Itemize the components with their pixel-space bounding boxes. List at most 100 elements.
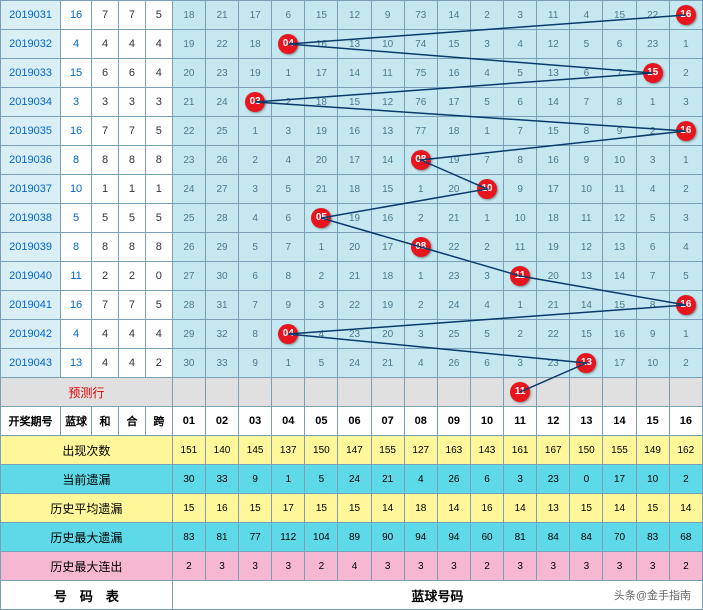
num-cell: 5 — [570, 30, 603, 59]
stat-val: 17 — [272, 494, 305, 523]
hdr-blue: 蓝球 — [61, 407, 92, 436]
stat-val: 24 — [338, 465, 371, 494]
blue-cell: 16 — [61, 1, 92, 30]
num-cell: 14 — [570, 291, 603, 320]
hit-ball: 08 — [411, 237, 431, 257]
num-cell: 6 — [239, 262, 272, 291]
hdr-sum: 和 — [92, 407, 119, 436]
stat-val: 84 — [537, 523, 570, 552]
num-cell: 6 — [272, 1, 305, 30]
predict-cell — [404, 378, 437, 407]
num-cell: 20 — [437, 175, 470, 204]
num-cell: 17 — [603, 349, 636, 378]
hit-ball: 11 — [510, 266, 530, 286]
stat-val: 30 — [172, 465, 205, 494]
data-row: 20190324444192218041613107415341256231 — [1, 30, 703, 59]
stat-val: 16 — [205, 494, 238, 523]
stat-row: 历史平均遗漏15161517151514181416141315141514 — [1, 494, 703, 523]
num-cell: 2 — [404, 291, 437, 320]
blue-cell: 8 — [61, 146, 92, 175]
num-cell: 3 — [470, 262, 503, 291]
blue-cell: 4 — [61, 320, 92, 349]
num-cell: 23 — [338, 320, 371, 349]
num-cell: 2 — [470, 1, 503, 30]
predict-cell — [272, 378, 305, 407]
hdr-num: 02 — [205, 407, 238, 436]
num-cell: 22 — [172, 117, 205, 146]
he-cell: 7 — [119, 1, 146, 30]
he-cell: 7 — [119, 291, 146, 320]
num-cell: 3 — [669, 204, 702, 233]
num-cell: 28 — [205, 204, 238, 233]
stat-val: 94 — [437, 523, 470, 552]
stat-val: 6 — [470, 465, 503, 494]
num-cell: 15 — [537, 117, 570, 146]
stat-val: 162 — [669, 436, 702, 465]
num-cell: 3 — [305, 291, 338, 320]
data-row: 201904244442932804423203255222151691 — [1, 320, 703, 349]
num-cell: 1 — [305, 233, 338, 262]
stat-val: 15 — [636, 494, 669, 523]
num-cell: 22 — [205, 30, 238, 59]
data-row: 20190371011124273521181512010917101142 — [1, 175, 703, 204]
predict-cell — [603, 378, 636, 407]
hdr-num: 09 — [437, 407, 470, 436]
sum-cell: 7 — [92, 1, 119, 30]
data-row: 2019041167752831793221922441211415816 — [1, 291, 703, 320]
num-cell: 6 — [603, 30, 636, 59]
num-cell: 16 — [669, 117, 702, 146]
num-cell: 10 — [636, 349, 669, 378]
num-cell: 10 — [371, 30, 404, 59]
num-cell: 1 — [239, 117, 272, 146]
num-cell: 9 — [504, 175, 537, 204]
stat-val: 70 — [603, 523, 636, 552]
num-cell: 14 — [437, 1, 470, 30]
num-cell: 20 — [338, 233, 371, 262]
period-cell: 2019031 — [1, 1, 61, 30]
period-cell: 2019037 — [1, 175, 61, 204]
stat-val: 143 — [470, 436, 503, 465]
num-cell: 5 — [470, 88, 503, 117]
num-cell: 6 — [470, 349, 503, 378]
hdr-num: 08 — [404, 407, 437, 436]
num-cell: 15 — [603, 291, 636, 320]
predict-cell — [636, 378, 669, 407]
period-cell: 2019040 — [1, 262, 61, 291]
num-cell: 12 — [537, 30, 570, 59]
num-cell: 8 — [272, 262, 305, 291]
stat-val: 90 — [371, 523, 404, 552]
hdr-num: 03 — [239, 407, 272, 436]
num-cell: 04 — [272, 30, 305, 59]
hit-ball: 10 — [477, 179, 497, 199]
num-cell: 18 — [437, 117, 470, 146]
num-cell: 16 — [305, 30, 338, 59]
hdr-num: 12 — [537, 407, 570, 436]
num-cell: 23 — [636, 30, 669, 59]
kua-cell: 3 — [145, 88, 172, 117]
num-cell: 4 — [669, 233, 702, 262]
stat-val: 149 — [636, 436, 669, 465]
num-cell: 14 — [338, 59, 371, 88]
num-cell: 8 — [603, 88, 636, 117]
stat-val: 2 — [669, 465, 702, 494]
blue-cell: 4 — [61, 30, 92, 59]
num-cell: 22 — [636, 1, 669, 30]
num-cell: 21 — [437, 204, 470, 233]
stat-val: 4 — [404, 465, 437, 494]
num-cell: 8 — [636, 291, 669, 320]
main-table: 2019031167751821176151297314231141522162… — [0, 0, 703, 610]
num-cell: 13 — [603, 233, 636, 262]
num-cell: 11 — [504, 262, 537, 291]
num-cell: 19 — [305, 117, 338, 146]
num-cell: 21 — [371, 349, 404, 378]
hdr-num: 04 — [272, 407, 305, 436]
num-cell: 26 — [172, 233, 205, 262]
num-cell: 4 — [470, 291, 503, 320]
num-cell: 29 — [172, 320, 205, 349]
num-cell: 1 — [404, 175, 437, 204]
stat-val: 14 — [504, 494, 537, 523]
num-cell: 27 — [172, 262, 205, 291]
sum-cell: 6 — [92, 59, 119, 88]
num-cell: 4 — [470, 59, 503, 88]
stat-row: 出现次数151140145137150147155127163143161167… — [1, 436, 703, 465]
